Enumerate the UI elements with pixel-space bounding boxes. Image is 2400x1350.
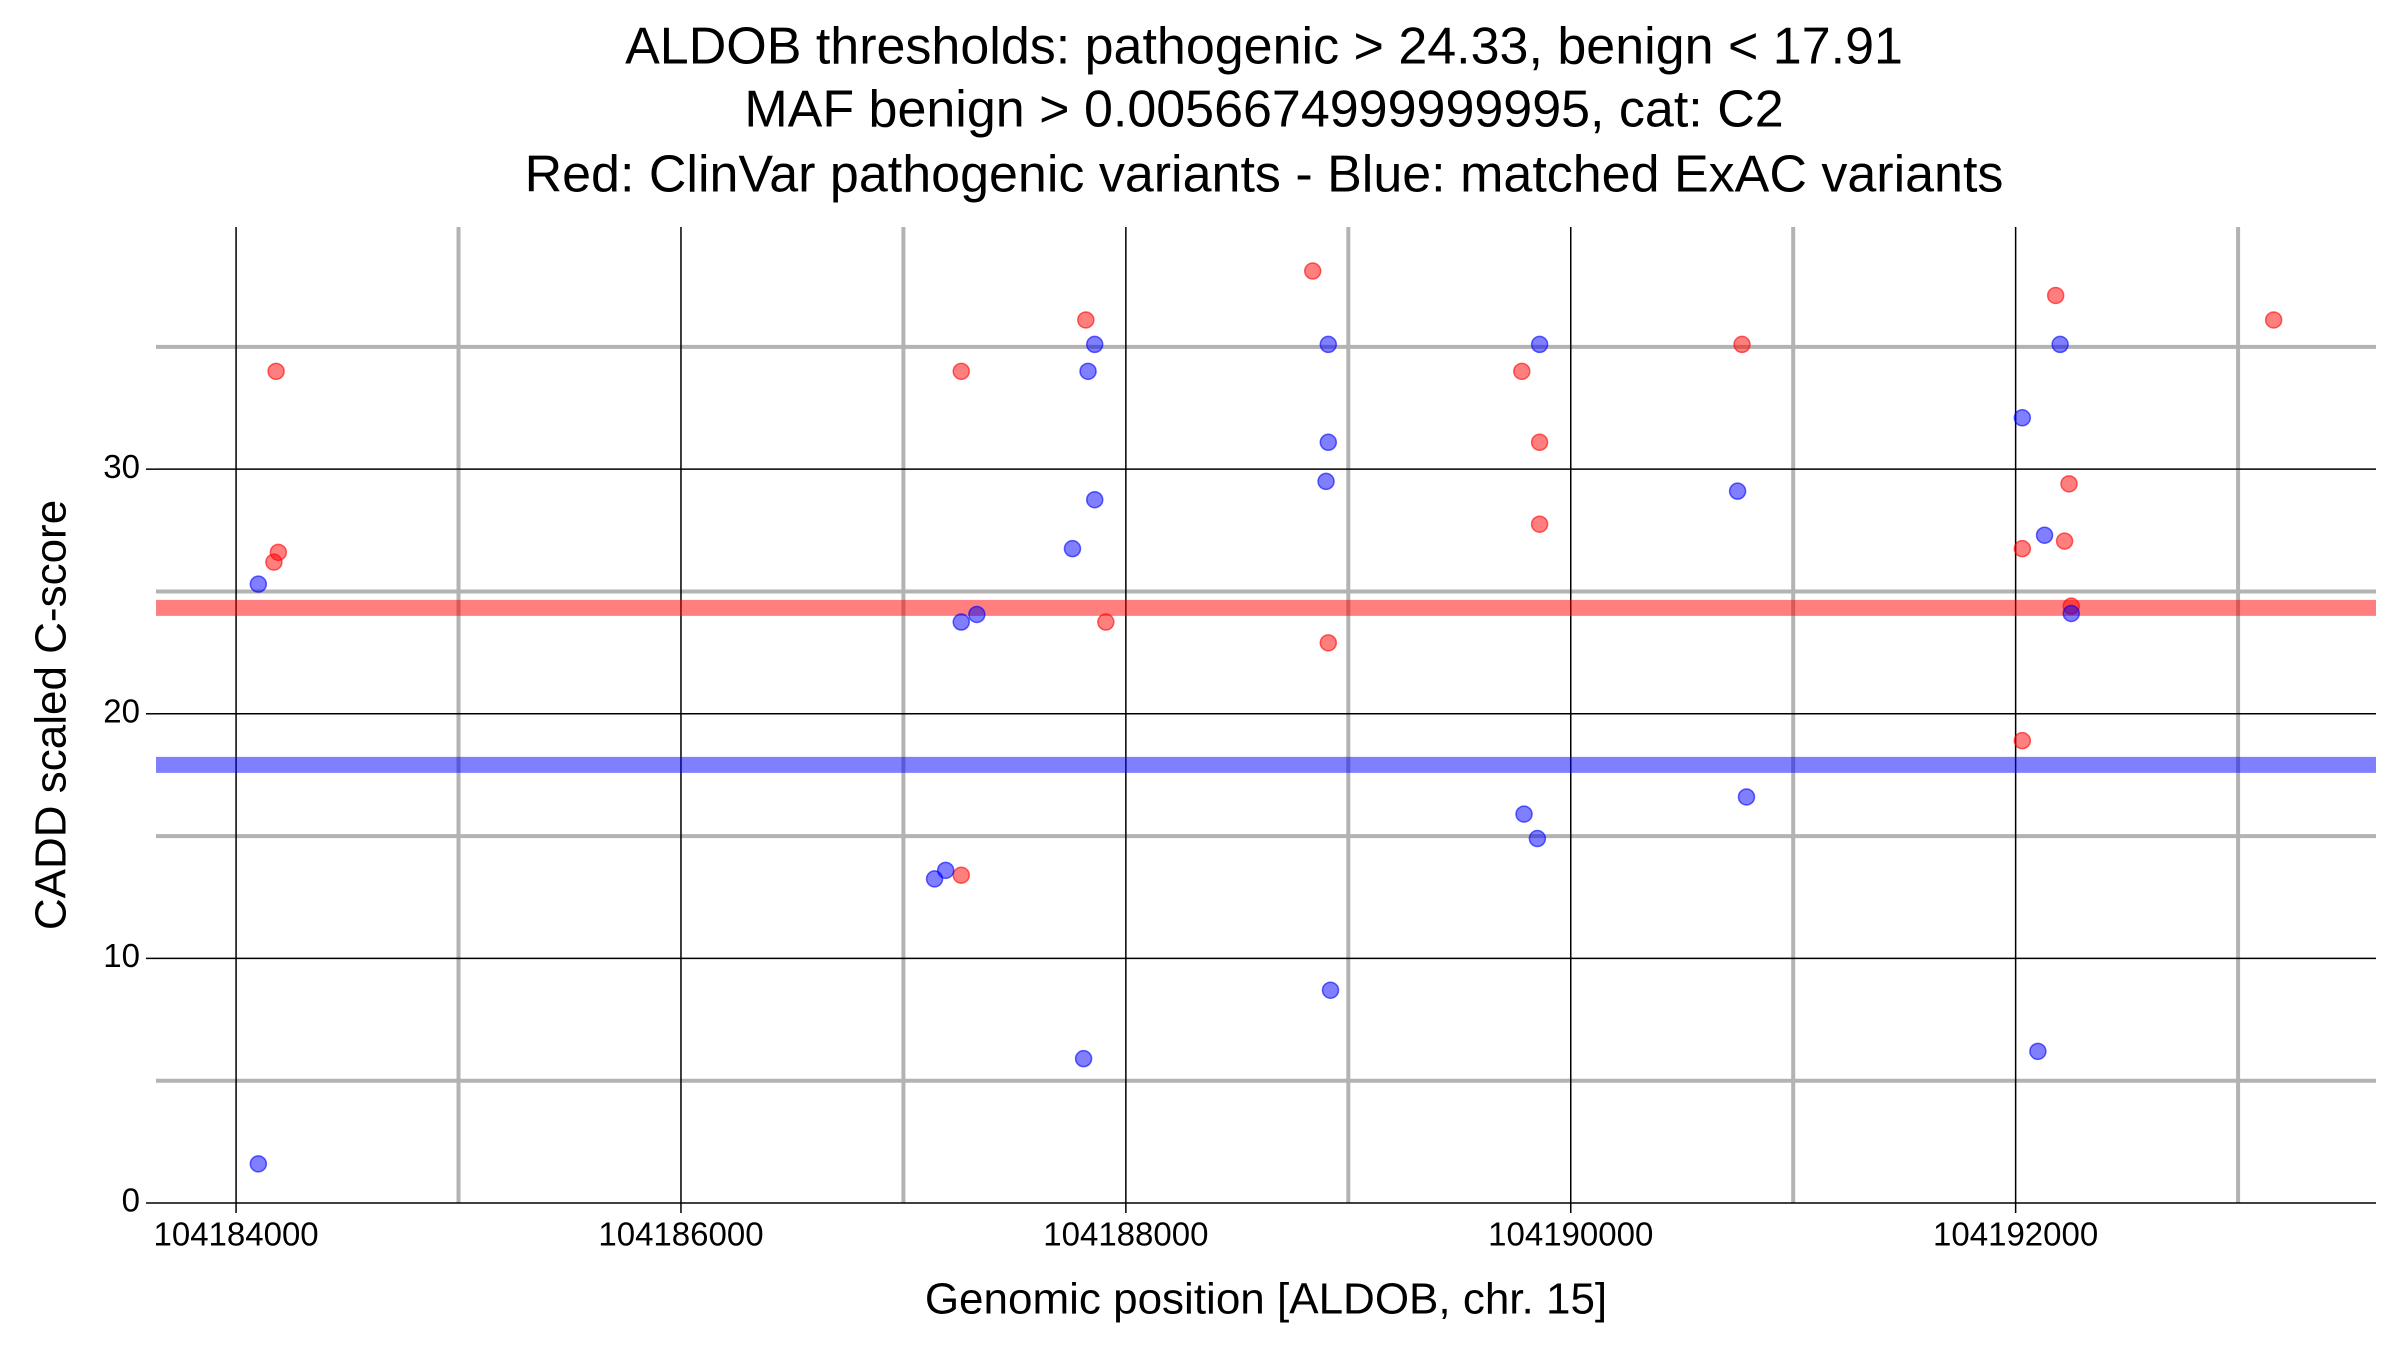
- x-tick-label: 104186000: [598, 1216, 763, 1253]
- point: [952, 362, 971, 381]
- point: [952, 613, 971, 631]
- point: [1317, 472, 1335, 491]
- point: [1085, 490, 1104, 509]
- point: [2264, 311, 2283, 329]
- point: [1319, 335, 1338, 354]
- point: [249, 1155, 268, 1173]
- point: [1085, 335, 1104, 354]
- point: [1515, 805, 1533, 823]
- point: [2035, 526, 2054, 544]
- point: [2060, 475, 2078, 493]
- x-tick-label: 104188000: [1043, 1216, 1208, 1253]
- point: [1063, 539, 1082, 558]
- point: [1079, 362, 1097, 381]
- point: [1737, 788, 1756, 806]
- point: [1097, 613, 1115, 631]
- point: [2046, 286, 2065, 305]
- point: [1530, 335, 1549, 354]
- point: [1077, 311, 1095, 329]
- x-axis-label: Genomic position [ALDOB, chr. 15]: [925, 1275, 1607, 1324]
- chart-title: Red: ClinVar pathogenic variants - Blue:…: [525, 146, 2004, 204]
- point: [249, 575, 268, 593]
- y-tick-label: 0: [122, 1182, 140, 1219]
- y-axis-label: CADD scaled C-score: [27, 500, 76, 930]
- point: [1728, 482, 1747, 500]
- point: [267, 362, 285, 381]
- point: [2013, 539, 2032, 558]
- point: [1530, 433, 1549, 452]
- x-tick-label: 104190000: [1488, 1216, 1653, 1253]
- point: [2055, 532, 2074, 550]
- point: [2013, 731, 2032, 750]
- point: [952, 866, 971, 884]
- point: [1528, 829, 1547, 848]
- point: [936, 861, 955, 880]
- y-tick-label: 20: [103, 692, 140, 729]
- point: [1319, 634, 1338, 652]
- point: [2013, 409, 2032, 427]
- point: [1733, 335, 1751, 354]
- point: [1321, 981, 1340, 999]
- y-tick-label: 10: [103, 937, 140, 974]
- point: [968, 605, 986, 624]
- point: [1319, 433, 1338, 452]
- point: [1530, 515, 1549, 533]
- chart-title: ALDOB thresholds: pathogenic > 24.33, be…: [625, 18, 1903, 76]
- y-tick-label: 30: [103, 448, 140, 485]
- point: [269, 543, 288, 562]
- point: [1303, 262, 1322, 280]
- x-tick-label: 104192000: [1933, 1216, 2098, 1253]
- x-tick-label: 104184000: [153, 1216, 318, 1253]
- point: [1074, 1049, 1093, 1068]
- chart-title: MAF benign > 0.0056674999999995, cat: C2: [744, 81, 1783, 139]
- point: [2062, 604, 2081, 623]
- point: [2029, 1042, 2047, 1061]
- point: [1513, 362, 1531, 381]
- point: [2051, 335, 2069, 354]
